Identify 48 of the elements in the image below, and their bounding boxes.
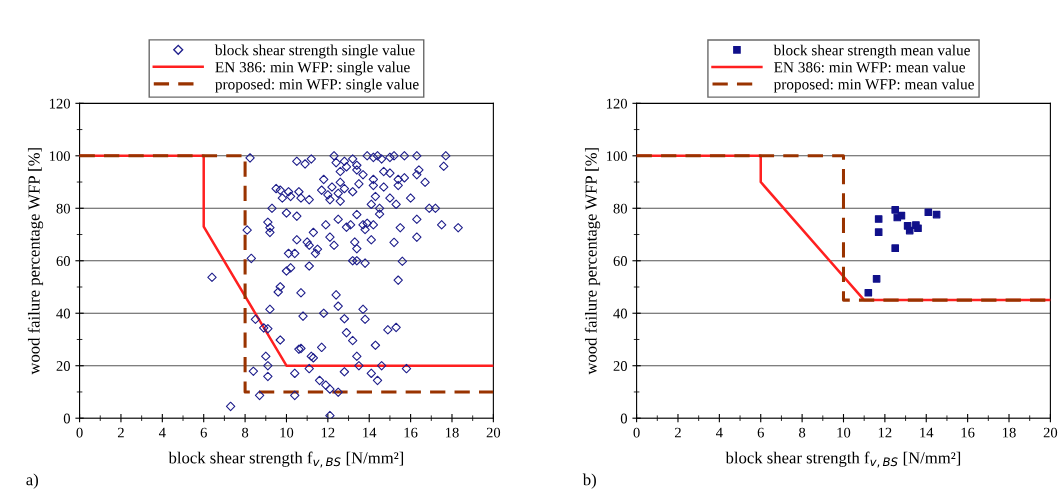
- x-tick-label: 0: [633, 427, 640, 438]
- legend-label: EN 386: min WFP: mean value: [774, 61, 966, 73]
- legend-label: proposed: min WFP: single value: [215, 78, 419, 93]
- x-tick-label: 14: [363, 427, 377, 438]
- y-tick-label: 20: [613, 361, 628, 371]
- text: b): [582, 473, 596, 489]
- y-tick-label: 0: [620, 413, 628, 424]
- x-tick-label: 0: [76, 427, 83, 438]
- x-tick-label: 12: [878, 427, 892, 438]
- x-tick-label: 12: [321, 427, 335, 438]
- y-axis-title: wood failure percentage WFP [%]: [584, 148, 601, 375]
- x-tick-label: 6: [757, 427, 764, 438]
- text: a): [26, 473, 38, 489]
- legend-label: block shear strength single value: [214, 44, 415, 59]
- y-tick-label: 40: [613, 308, 628, 319]
- x-tick-label: 6: [200, 427, 207, 438]
- x-axis-title: block shear strength f$_{v,BS}$ [N/mm²]: [168, 451, 404, 468]
- y-tick-label: 20: [56, 361, 70, 371]
- x-tick-label: 14: [920, 427, 934, 438]
- x-tick-label: 18: [1003, 427, 1016, 438]
- y-tick-label: 80: [613, 203, 628, 214]
- legend-label: proposed: min WFP: mean value: [773, 78, 974, 93]
- x-tick-label: 8: [799, 427, 806, 438]
- y-tick-label: 60: [56, 256, 70, 266]
- y-tick-label: 60: [613, 256, 628, 266]
- y-tick-label: 0: [63, 413, 70, 424]
- x-axis-title: block shear strength f$_{v,BS}$ [N/mm²]: [725, 451, 961, 468]
- y-tick-label: 120: [49, 98, 70, 109]
- x-tick-label: 20: [1043, 427, 1058, 438]
- x-tick-label: 20: [486, 427, 501, 438]
- x-tick-label: 2: [117, 427, 124, 438]
- y-axis-title: wood failure percentage WFP [%]: [27, 148, 44, 375]
- y-tick-label: 100: [606, 151, 628, 161]
- legend-label: block shear strength mean value: [773, 44, 970, 59]
- x-tick-label: 8: [242, 427, 249, 438]
- x-tick-label: 4: [716, 427, 723, 438]
- x-tick-label: 18: [445, 427, 459, 438]
- legend-label: EN 386: min WFP: single value: [215, 61, 410, 76]
- x-tick-label: 2: [674, 427, 681, 438]
- x-tick-label: 10: [837, 427, 851, 438]
- x-tick-label: 10: [280, 427, 294, 438]
- y-tick-label: 80: [56, 203, 70, 214]
- y-tick-label: 120: [606, 98, 628, 109]
- y-tick-label: 40: [56, 308, 70, 319]
- x-tick-label: 16: [404, 427, 418, 438]
- x-tick-label: 16: [961, 427, 975, 438]
- x-tick-label: 4: [158, 427, 166, 438]
- y-tick-label: 100: [49, 151, 70, 161]
